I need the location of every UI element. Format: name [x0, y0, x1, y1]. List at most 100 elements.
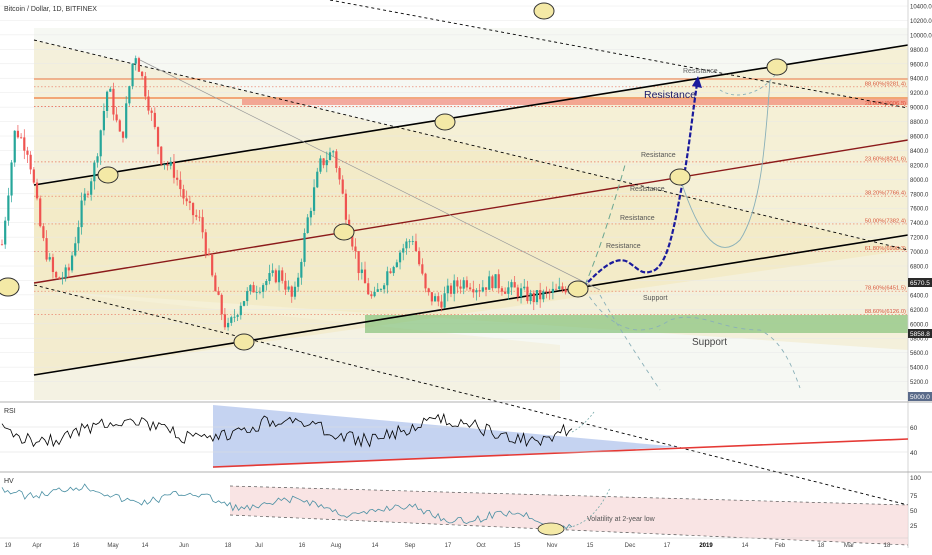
candle-body — [504, 291, 507, 294]
candle-body — [262, 285, 265, 292]
pivot-circle — [333, 223, 355, 241]
candle-body — [379, 289, 383, 291]
candle-body — [198, 216, 201, 218]
candle-body — [268, 273, 271, 282]
time-tick-label: Nov — [547, 543, 558, 549]
candle-body — [74, 243, 77, 256]
candle-body — [166, 164, 169, 166]
time-tick-label: 14 — [742, 543, 749, 549]
candle-body — [383, 285, 386, 290]
candle-body — [309, 210, 312, 218]
candle-body — [424, 273, 427, 289]
price-tick-label: 8000.0 — [910, 178, 929, 184]
price-tick-label: 6000.0 — [910, 322, 929, 328]
rsi-triangle — [213, 405, 680, 468]
hv-channel-bottom — [229, 514, 909, 546]
price-tick-label: 9400.0 — [910, 77, 929, 83]
candle-body — [360, 269, 363, 274]
rsi-projection — [571, 411, 595, 433]
candle-body — [137, 58, 141, 72]
resistance-band — [242, 99, 908, 105]
candle-body — [242, 301, 246, 306]
candle-body — [491, 276, 494, 289]
candle-body — [223, 314, 227, 328]
projection-bullish-path — [582, 83, 699, 288]
candle-body — [535, 290, 539, 303]
fib-label: 88.60%(6126.0) — [865, 309, 906, 315]
fib-label: 61.80%(6998.3) — [865, 246, 906, 252]
rsi-trendline — [212, 438, 909, 468]
price-tick-label: 10000.0 — [910, 33, 932, 39]
price-grid — [0, 5, 908, 382]
candle-body — [220, 294, 223, 315]
candle-body — [118, 120, 121, 132]
candle-body — [67, 267, 70, 271]
candle-body — [500, 288, 504, 292]
candle-body — [185, 198, 188, 202]
pivot-circle — [434, 113, 456, 131]
price-tick-label: 7400.0 — [910, 221, 929, 227]
candle-body — [45, 238, 48, 260]
candle-body — [542, 291, 545, 300]
candle-body — [367, 283, 370, 295]
floor-price-text: 5000.0 — [910, 394, 930, 401]
candle-body — [271, 270, 274, 274]
candle-body — [23, 137, 26, 151]
hv-channel-top — [229, 485, 909, 506]
candle-body — [446, 285, 449, 294]
time-tick-label: Aug — [331, 543, 342, 549]
candle-body — [93, 162, 96, 182]
support-price-text: 5858.8 — [910, 331, 930, 338]
candle-body — [513, 282, 516, 288]
candle-body — [545, 291, 548, 293]
time-tick-label: Jul — [255, 543, 263, 549]
candle-body — [188, 201, 191, 203]
descending-channel-fill — [34, 40, 908, 350]
current-price-badge — [908, 278, 932, 287]
candle-body — [265, 281, 268, 286]
price-tick-label: 9000.0 — [910, 106, 929, 112]
hv-annotation: Volatility at 2-year low — [587, 516, 656, 523]
candle-body — [96, 156, 99, 163]
price-tick-label: 6400.0 — [910, 293, 929, 299]
candle-body — [287, 286, 290, 290]
candle-body — [433, 296, 437, 302]
candle-body — [109, 88, 112, 92]
candle-body — [55, 272, 58, 278]
price-tick-label: 9600.0 — [910, 62, 929, 68]
time-tick-label: 15 — [514, 543, 521, 549]
hv-title: HV — [4, 478, 14, 485]
candle-body — [274, 270, 277, 283]
candle-body — [554, 288, 558, 290]
candle-body — [160, 146, 163, 165]
pivot-circle — [567, 280, 589, 298]
candle-body — [402, 248, 405, 253]
thin-gray-line — [139, 59, 601, 291]
candle-body — [105, 91, 109, 111]
time-tick-label: 16 — [73, 543, 80, 549]
candle-body — [112, 88, 115, 115]
time-tick-label: Apr — [32, 543, 41, 549]
candle-body — [211, 254, 214, 276]
candle-body — [443, 293, 446, 308]
candle-body — [182, 189, 185, 199]
candle-body — [99, 130, 102, 157]
support-band — [365, 315, 908, 333]
candle-body — [255, 292, 258, 293]
top-dashed-line — [329, 0, 909, 109]
candle-body — [230, 317, 233, 323]
candle-body — [0, 244, 4, 246]
resistance-label-large: Resistance — [644, 89, 696, 101]
candle-body — [306, 217, 309, 234]
candle-body — [83, 193, 86, 201]
candle-body — [363, 269, 367, 284]
candle-body — [134, 58, 137, 64]
descending-dashed-line-2 — [33, 284, 909, 506]
candle-body — [258, 291, 262, 293]
time-tick-label: 16 — [299, 543, 306, 549]
projection-bearish-path — [584, 289, 801, 389]
candle-body — [335, 151, 338, 169]
resistance-label: Resistance — [620, 215, 655, 222]
